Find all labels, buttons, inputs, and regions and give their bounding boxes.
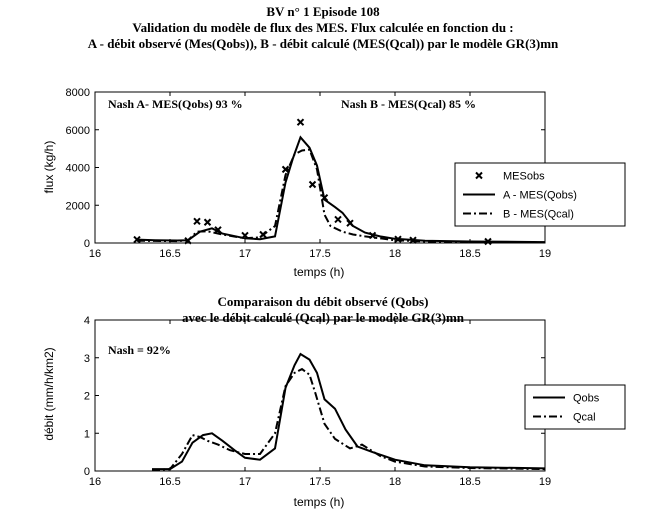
y-tick-label: 8000 — [66, 87, 90, 99]
x-tick-label: 16 — [89, 248, 101, 260]
x-axis-label: temps (h) — [294, 495, 345, 509]
header-line-1: BV n° 1 Episode 108 — [266, 4, 380, 19]
data-point-marker — [308, 180, 317, 189]
y-tick-label: 0 — [84, 238, 90, 250]
y-axis-label: débit (mm/h/km2) — [42, 347, 56, 440]
data-point-marker — [281, 165, 290, 174]
nash-b-annotation: Nash B - MES(Qcal) 85 % — [341, 97, 476, 111]
legend-label: Qcal — [573, 412, 596, 424]
x-tick-label: 19 — [539, 476, 551, 488]
y-tick-label: 0 — [84, 466, 90, 478]
x-tick-label: 18.5 — [459, 248, 480, 260]
flux-chart: Nash A- MES(Qobs) 93 % Nash B - MES(Qcal… — [42, 87, 626, 279]
legend-label: A - MES(Qobs) — [503, 190, 577, 202]
x-tick-label: 18.5 — [459, 476, 480, 488]
y-tick-label: 1 — [84, 428, 90, 440]
header-line-3: A - débit observé (Mes(Qobs)), B - débit… — [88, 36, 559, 51]
y-tick-label: 6000 — [66, 125, 90, 137]
x-tick-label: 19 — [539, 248, 551, 260]
series-line — [151, 367, 546, 472]
legend-marker — [475, 171, 483, 180]
x-tick-label: 16 — [89, 476, 101, 488]
y-tick-label: 4 — [84, 315, 90, 327]
data-point-marker — [193, 217, 201, 226]
debit-chart: Comparaison du débit observé (Qobs) avec… — [42, 294, 626, 509]
nash-annotation: Nash = 92% — [108, 343, 171, 357]
x-tick-label: 17.5 — [309, 248, 330, 260]
x-tick-label: 17 — [239, 248, 251, 260]
chart-title: Comparaison du débit observé (Qobs) — [218, 294, 429, 309]
legend-label: MESobs — [503, 171, 545, 183]
x-tick-label: 16.5 — [159, 248, 180, 260]
series-line — [152, 352, 546, 471]
data-point-marker — [334, 215, 342, 224]
y-tick-label: 2000 — [66, 200, 90, 212]
chart-subtitle: avec le débit calculé (Qcal) par le modè… — [182, 310, 465, 325]
x-tick-label: 16.5 — [159, 476, 180, 488]
y-tick-label: 4000 — [66, 163, 90, 175]
legend-box — [524, 384, 626, 430]
series-line — [136, 148, 546, 244]
legend-label: Qobs — [573, 393, 600, 405]
header-line-2: Validation du modèle de flux des MES. Fl… — [132, 20, 513, 35]
x-tick-label: 17.5 — [309, 476, 330, 488]
x-tick-label: 18 — [389, 248, 401, 260]
x-tick-label: 18 — [389, 476, 401, 488]
x-tick-label: 17 — [239, 476, 251, 488]
y-axis-label: flux (kg/h) — [42, 141, 56, 194]
y-tick-label: 2 — [84, 391, 90, 403]
x-axis-label: temps (h) — [294, 265, 345, 279]
nash-a-annotation: Nash A- MES(Qobs) 93 % — [108, 97, 243, 111]
data-point-marker — [296, 118, 305, 126]
y-tick-label: 3 — [84, 353, 90, 365]
legend-label: B - MES(Qcal) — [503, 209, 574, 221]
data-point-marker — [203, 218, 212, 226]
